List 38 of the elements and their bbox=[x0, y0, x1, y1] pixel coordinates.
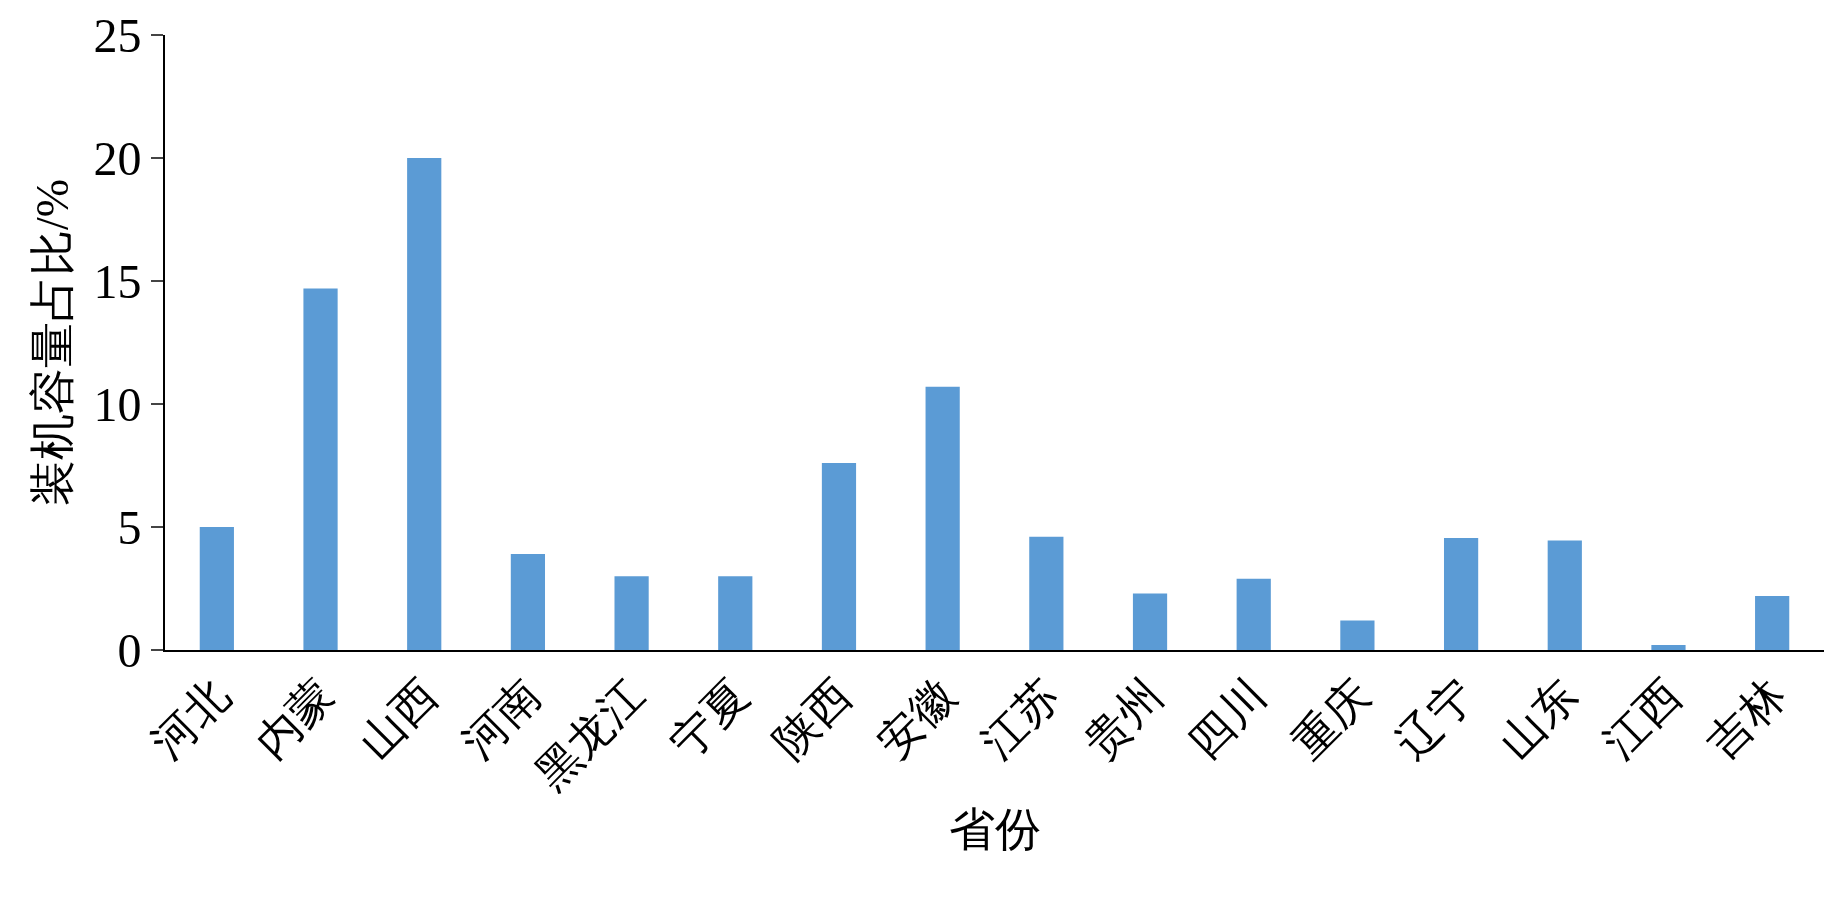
bar bbox=[407, 158, 442, 650]
y-tick-label: 20 bbox=[93, 131, 142, 185]
bar bbox=[925, 386, 960, 650]
bar bbox=[1651, 645, 1686, 650]
y-tick-label: 10 bbox=[93, 377, 142, 431]
bar bbox=[1755, 595, 1790, 650]
x-tick-label: 陕西 bbox=[764, 670, 862, 768]
y-tick-label: 25 bbox=[93, 8, 142, 62]
bar bbox=[1443, 538, 1479, 650]
bar bbox=[718, 576, 753, 650]
bar bbox=[1132, 593, 1168, 650]
x-tick-label: 四川 bbox=[1179, 670, 1277, 768]
x-tick-label: 重庆 bbox=[1283, 670, 1381, 768]
x-tick-label: 河北 bbox=[142, 670, 240, 768]
bar bbox=[1547, 540, 1582, 650]
x-tick-label: 辽宁 bbox=[1386, 670, 1484, 768]
x-tick-label: 安徽 bbox=[868, 670, 966, 768]
bar bbox=[510, 554, 546, 650]
x-tick-label: 贵州 bbox=[1075, 670, 1173, 768]
x-tick-label: 山东 bbox=[1490, 670, 1588, 768]
x-tick-label: 宁夏 bbox=[661, 670, 758, 768]
y-tick-label: 5 bbox=[117, 500, 142, 554]
y-tick-label: 15 bbox=[93, 254, 142, 308]
y-tick-label: 0 bbox=[117, 623, 142, 677]
y-axis-title: 装机容量占比/% bbox=[27, 178, 79, 507]
bar bbox=[614, 576, 649, 650]
bar bbox=[821, 463, 857, 650]
x-tick-label: 内蒙 bbox=[246, 670, 344, 768]
bar bbox=[1029, 536, 1064, 650]
x-tick-label: 江苏 bbox=[972, 670, 1069, 768]
x-tick-label: 吉林 bbox=[1697, 670, 1795, 768]
x-tick-label: 江西 bbox=[1594, 670, 1692, 768]
bar bbox=[303, 288, 338, 650]
x-axis-title: 省份 bbox=[948, 803, 1041, 855]
bar bbox=[1236, 578, 1271, 650]
bar bbox=[199, 527, 234, 650]
bar bbox=[1340, 620, 1375, 650]
x-tick-label: 山西 bbox=[349, 670, 447, 768]
